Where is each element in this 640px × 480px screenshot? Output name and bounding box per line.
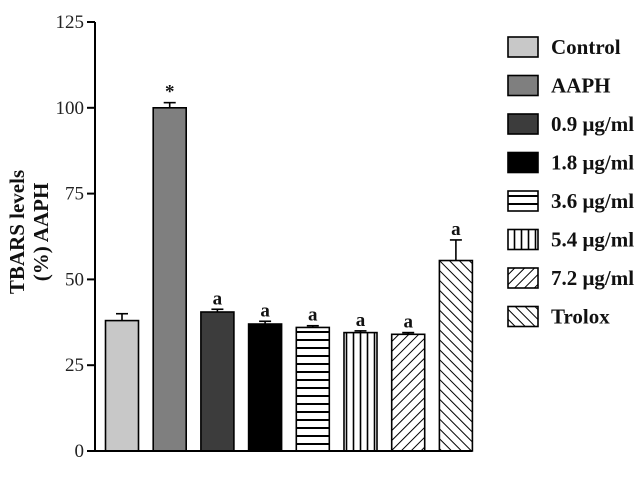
legend-swatch [507,36,539,58]
bar [343,331,378,452]
y-tick-label: 75 [65,184,84,205]
bar [438,259,474,452]
y-tick-label: 100 [56,98,85,119]
legend-label: 3.6 μg/ml [551,189,634,213]
y-axis-title: TBARS levels (%) AAPH [5,170,53,294]
bar [295,326,331,452]
significance-label: a [260,300,270,321]
y-tick-label: 25 [65,355,84,376]
legend-label: Control [551,35,621,59]
y-tick-label: 125 [56,12,85,33]
bar [200,311,235,452]
legend: Control AAPH 0.9 μg/ml 1.8 μg/ml 3.6 μg/ml 5.… [507,35,634,329]
significance-label: a [308,305,318,326]
y-axis-title-line2: (%) AAPH [29,183,53,282]
significance-label: * [165,82,175,103]
significance-label: a [403,312,413,333]
legend-swatch [507,151,539,174]
legend-swatch [507,305,539,328]
legend-swatch [507,74,539,97]
legend-swatch [507,228,539,251]
bar [247,323,283,452]
y-tick-label: 0 [75,441,85,462]
legend-label: AAPH [551,74,611,98]
legend-label: 7.2 μg/ml [551,266,634,290]
significance-label: a [356,310,366,331]
y-axis-ticks: 0 25 50 75 100 125 [56,12,95,462]
legend-label: 5.4 μg/ml [551,228,634,252]
significance-label: a [451,219,461,240]
bars: * a a a a a a [104,82,474,452]
y-tick-label: 50 [65,269,84,290]
bar [390,333,426,452]
legend-swatch [507,267,539,289]
significance-label: a [213,288,223,309]
bar [104,319,140,452]
legend-label: 1.8 μg/ml [551,151,634,175]
legend-swatch [507,190,539,212]
legend-swatch [507,113,539,135]
legend-label: 0.9 μg/ml [551,112,634,136]
legend-label: Trolox [551,305,610,329]
bar [152,107,187,452]
y-axis-title-line1: TBARS levels [5,170,29,294]
